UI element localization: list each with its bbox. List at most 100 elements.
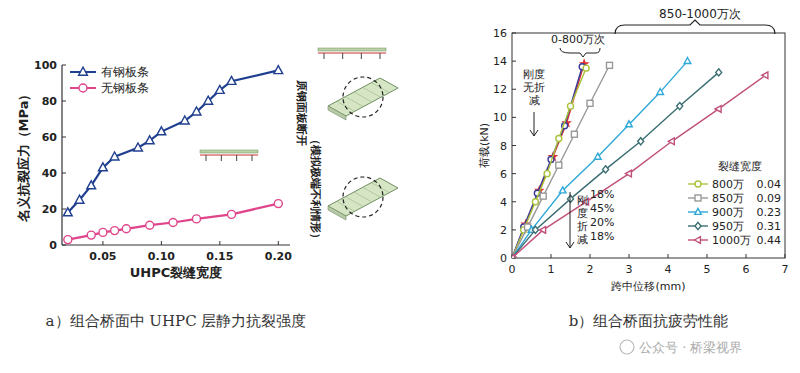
point	[626, 121, 633, 127]
plot-area	[512, 58, 768, 259]
x-tick-label: 4	[665, 263, 672, 276]
point	[638, 138, 644, 145]
y-tick-label: 0	[49, 239, 57, 252]
legend-value: 0.23	[757, 206, 782, 219]
watermark-icon	[620, 340, 634, 354]
slab-sketch	[328, 177, 398, 220]
point	[715, 106, 721, 113]
point	[532, 199, 538, 205]
chart: 0.050.100.150.20020406080100UHPC裂缝宽度名义抗裂…	[16, 59, 292, 280]
x-tick-label: 0.10	[148, 250, 175, 263]
series-line	[68, 204, 278, 240]
x-tick-label: 5	[704, 263, 711, 276]
point	[571, 131, 577, 137]
section-plate	[318, 53, 386, 54]
point	[215, 85, 224, 93]
legend-item: 850万0.09	[688, 192, 781, 205]
series-line	[512, 61, 688, 258]
point	[657, 89, 664, 95]
y-tick-label: 20	[42, 203, 58, 216]
point	[274, 200, 282, 208]
point	[512, 255, 515, 258]
legend-marker	[694, 237, 700, 244]
point	[512, 254, 515, 258]
point	[583, 65, 589, 71]
point	[75, 195, 84, 203]
point	[677, 103, 683, 110]
legend-value: 0.44	[757, 234, 782, 247]
y-tick-label: 100	[34, 59, 57, 72]
section-rib	[206, 155, 207, 161]
point	[192, 107, 201, 115]
point	[540, 193, 546, 199]
legend-item: 无钢板条	[70, 81, 149, 95]
x-tick	[161, 241, 162, 245]
legend-item: 900万 0.23	[688, 206, 781, 219]
legend-marker	[695, 195, 701, 201]
watermark: 公众号 · 桥梁视界	[639, 340, 742, 355]
point	[532, 226, 538, 233]
figure: 0.050.100.150.20020406080100UHPC裂缝宽度名义抗裂…	[0, 0, 800, 373]
y-tick	[62, 245, 66, 246]
x-tick	[629, 254, 630, 258]
slab	[328, 78, 398, 116]
legend-item: 1000万 0.44	[688, 234, 781, 247]
point	[716, 69, 722, 76]
slab-grid	[354, 192, 372, 202]
x-tick-label: 6	[743, 263, 750, 276]
y-tick	[512, 117, 516, 118]
point	[64, 236, 72, 244]
point	[192, 215, 200, 223]
point	[228, 210, 236, 218]
point	[595, 153, 602, 159]
point	[540, 227, 546, 234]
legend-value: 0.09	[757, 192, 782, 205]
y-tick-label: 10	[493, 111, 507, 124]
y-tick	[62, 65, 66, 66]
section-rib	[324, 53, 325, 59]
y-axis-label: 名义抗裂应力（MPa）	[16, 88, 31, 224]
legend-marker	[79, 67, 88, 75]
plot-area	[63, 66, 282, 244]
highlight-circle	[343, 77, 383, 117]
section-rib	[361, 53, 362, 59]
x-tick	[746, 254, 747, 258]
annotation-row: 刚度	[523, 68, 545, 81]
section-rib	[252, 155, 253, 161]
y-tick	[512, 89, 516, 90]
annotation: 850-1000万次	[659, 7, 741, 21]
annotation-row: 减	[577, 233, 588, 246]
annotation: 刚度折减	[577, 194, 588, 246]
x-tick-label: 3	[626, 263, 633, 276]
x-tick	[785, 254, 786, 258]
y-tick-label: 12	[493, 83, 507, 96]
x-tick	[590, 254, 591, 258]
y-tick-label: 6	[500, 168, 507, 181]
point	[99, 228, 107, 236]
legend-label: 900万	[712, 206, 744, 219]
point	[607, 62, 613, 68]
legend-label: 1000万	[712, 234, 751, 247]
series-line	[512, 75, 766, 258]
point	[157, 127, 166, 135]
y-tick	[62, 137, 66, 138]
section-rib	[380, 53, 381, 59]
slab-grid	[363, 187, 381, 197]
x-tick-label: 0.15	[206, 250, 233, 263]
y-tick-label: 4	[500, 196, 507, 209]
y-tick-label: 14	[493, 55, 507, 68]
point	[556, 162, 562, 168]
point	[512, 255, 515, 258]
y-tick-label: 2	[500, 224, 507, 237]
x-tick	[102, 241, 103, 245]
point	[169, 219, 177, 227]
legend-marker	[695, 222, 701, 229]
legend-item: 800万0.04	[688, 178, 781, 191]
legend-label: 950万	[712, 220, 744, 233]
slab-grid	[345, 197, 363, 207]
slab-grid	[345, 97, 363, 107]
section-top	[318, 48, 386, 51]
legend-label: 800万	[712, 178, 744, 191]
point	[559, 187, 566, 193]
annotation: 45%	[590, 202, 614, 215]
